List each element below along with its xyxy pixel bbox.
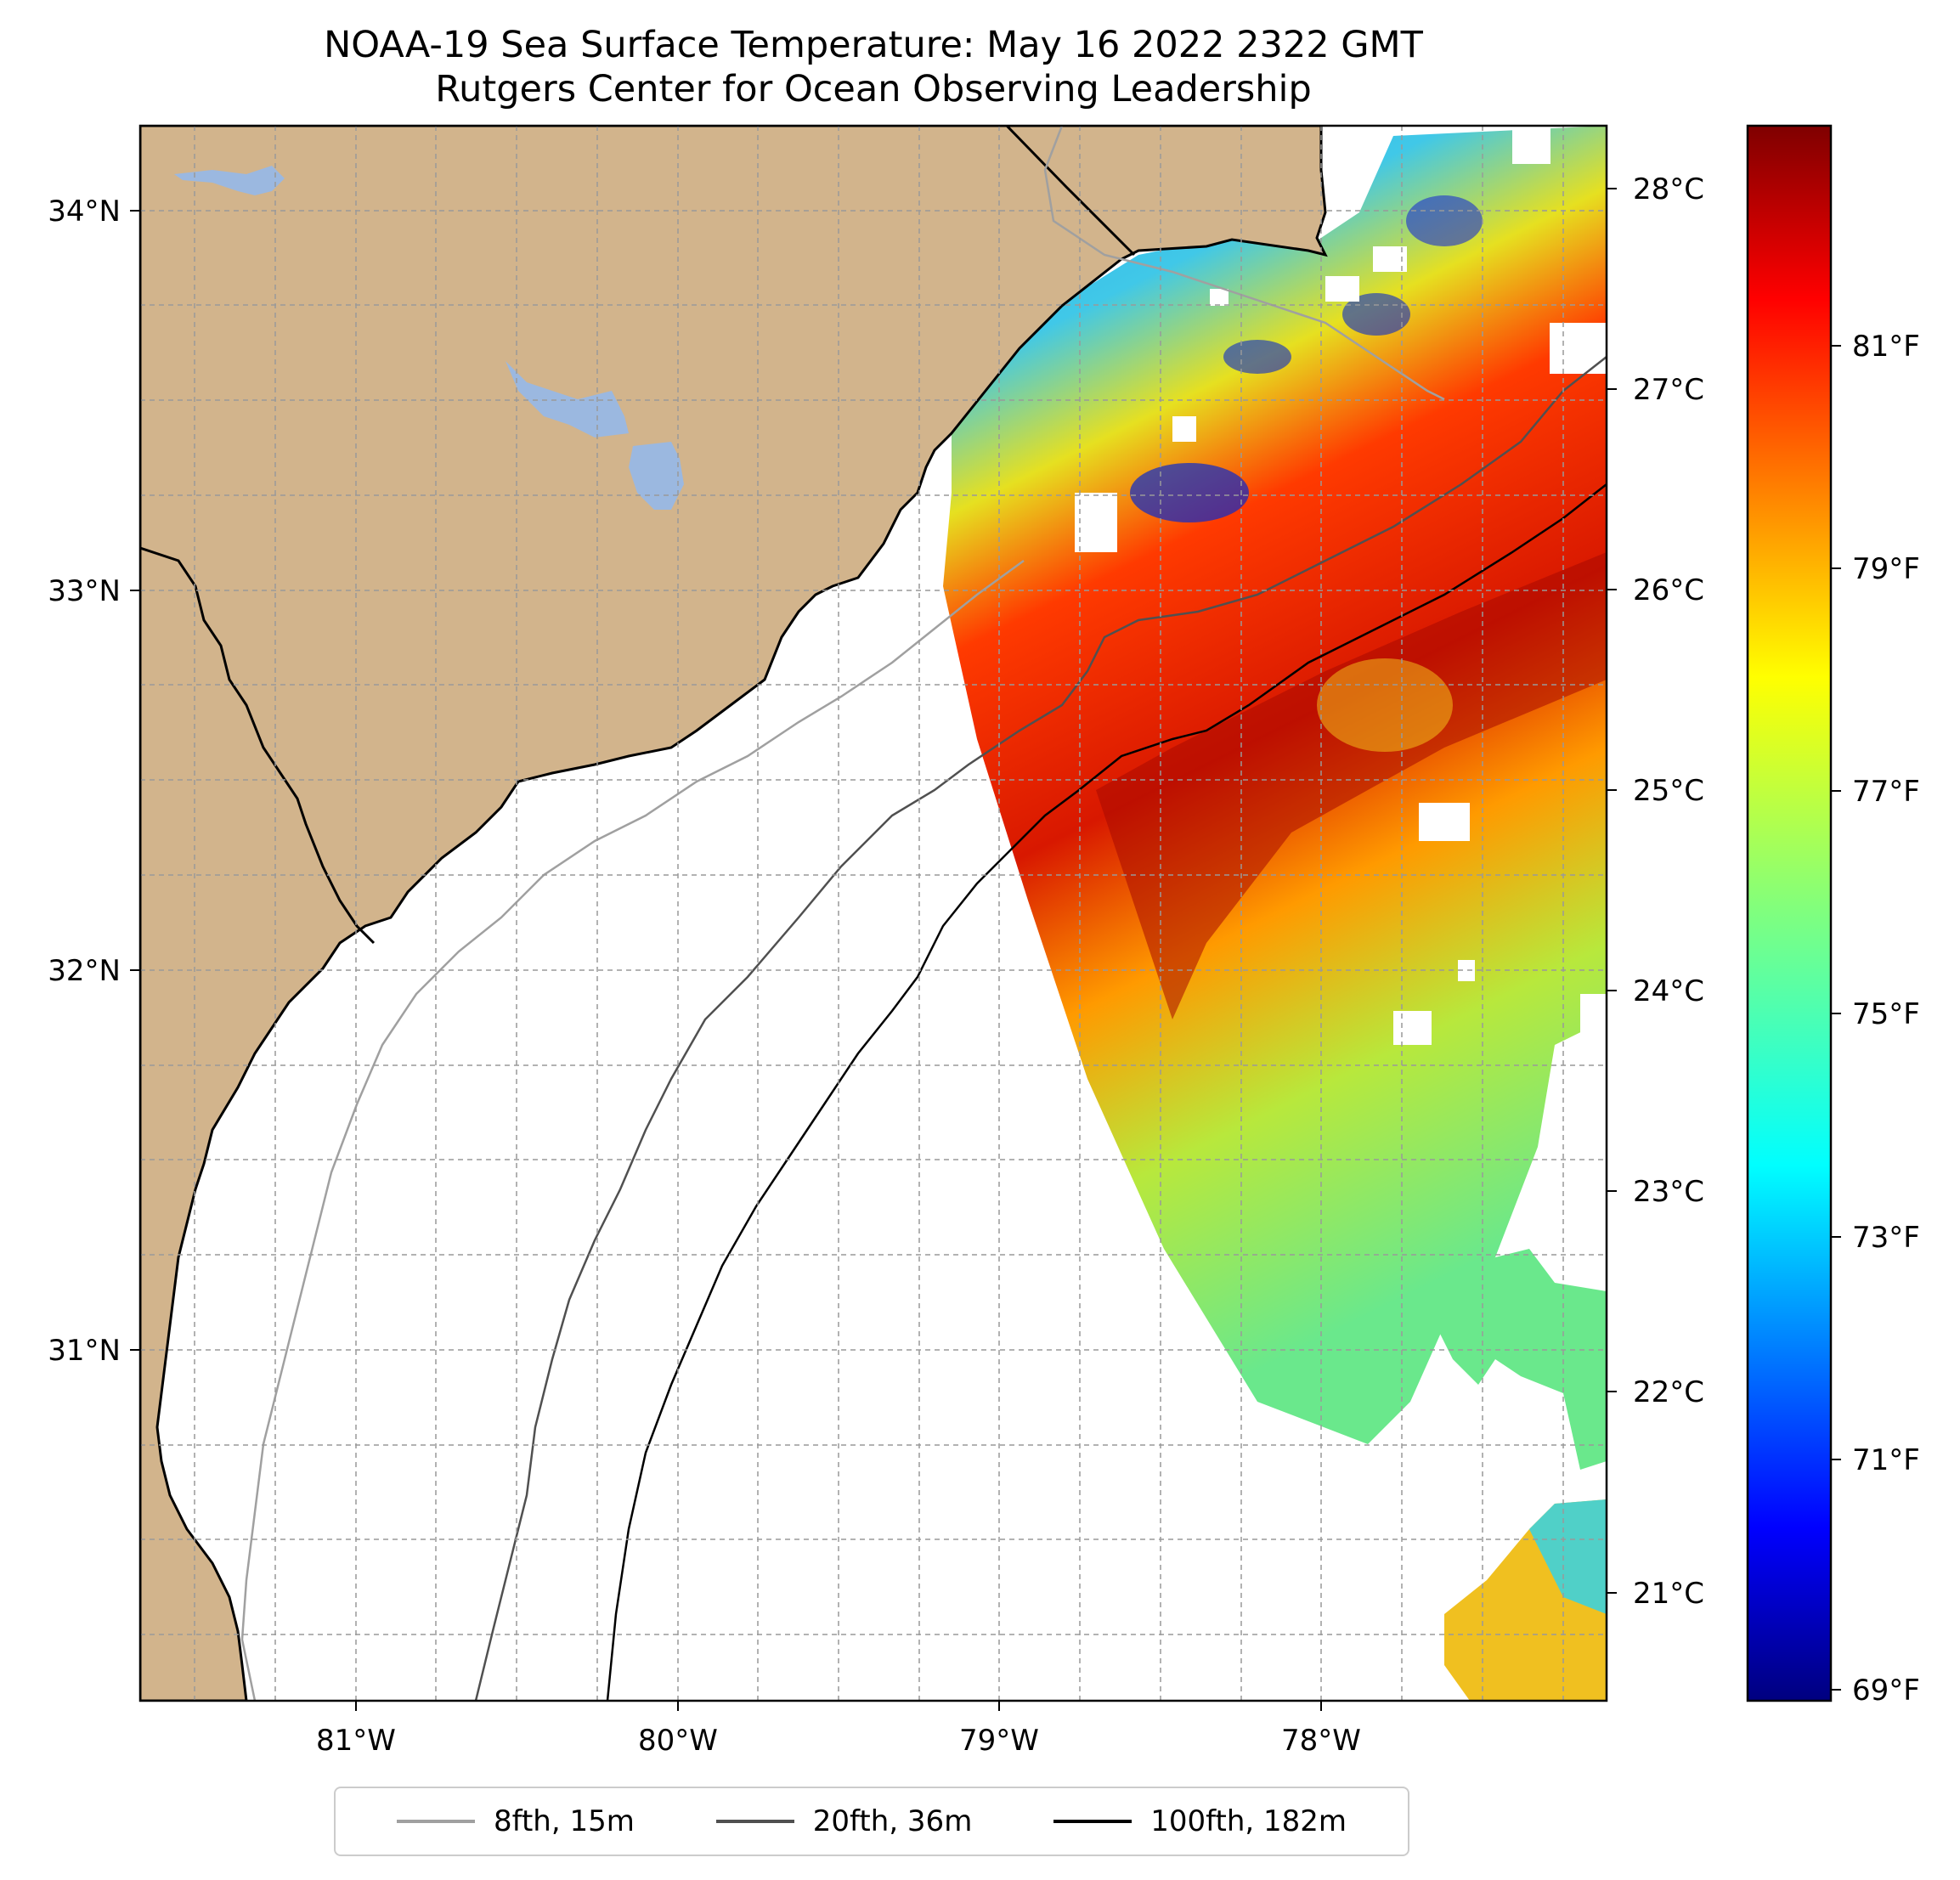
celsius-label: 27°C: [1633, 373, 1704, 407]
cloud-gap: [1172, 416, 1196, 442]
legend-item-20fth: 20fth, 36m: [715, 1804, 973, 1838]
cloud-gap: [1393, 1011, 1432, 1045]
colorbar-ticks: [1831, 345, 1841, 1691]
cloud-gap: [1325, 276, 1359, 302]
legend-label: 20fth, 36m: [812, 1804, 973, 1838]
contour-8fth: [1043, 126, 1445, 401]
cloud-gap: [1458, 960, 1475, 981]
fahrenheit-label: 75°F: [1852, 997, 1920, 1031]
fahrenheit-label: 79°F: [1852, 552, 1920, 586]
gridlines: [140, 126, 1607, 1701]
legend-label: 8fth, 15m: [493, 1804, 635, 1838]
celsius-label: 23°C: [1633, 1175, 1704, 1209]
cloud-gap: [1512, 126, 1550, 164]
cloud-gap: [1419, 803, 1470, 841]
legend-swatch: [715, 1820, 794, 1823]
warm-patch: [1317, 658, 1453, 752]
lake: [629, 442, 684, 510]
lake: [174, 166, 285, 195]
map-title-line2: Rutgers Center for Ocean Observing Leade…: [435, 68, 1312, 110]
state-border: [140, 546, 376, 945]
cold-patch: [1406, 195, 1483, 246]
contour-legend: 8fth, 15m 20fth, 36m 100fth, 182m: [334, 1787, 1409, 1856]
lon-label: 78°W: [1281, 1724, 1361, 1758]
axis-ticks: [130, 188, 1617, 1711]
contour-8fth: [240, 559, 1025, 1701]
map-frame: [138, 124, 1608, 1702]
legend-swatch: [1053, 1820, 1133, 1823]
fahrenheit-label: 71°F: [1852, 1443, 1920, 1477]
cloud-gap: [1210, 289, 1229, 306]
cloud-gap: [1550, 323, 1607, 374]
fahrenheit-label: 81°F: [1852, 330, 1920, 364]
celsius-label: 25°C: [1633, 774, 1704, 808]
fahrenheit-label: 77°F: [1852, 775, 1920, 809]
legend-item-8fth: 8fth, 15m: [396, 1804, 635, 1838]
map-title-line1: NOAA-19 Sea Surface Temperature: May 16 …: [324, 24, 1423, 66]
colorbar: [1746, 124, 1833, 1702]
cold-patch: [1130, 463, 1249, 522]
celsius-label: 21°C: [1633, 1577, 1704, 1611]
fahrenheit-label: 73°F: [1852, 1221, 1920, 1255]
cloud-gap: [1580, 994, 1607, 1045]
contour-20fth: [474, 356, 1607, 1701]
sst-fragment: [1529, 1499, 1607, 1614]
warm-core: [1096, 552, 1607, 1019]
celsius-label: 22°C: [1633, 1375, 1704, 1409]
celsius-label: 28°C: [1633, 172, 1704, 206]
lon-label: 81°W: [316, 1724, 396, 1758]
legend-swatch: [396, 1820, 475, 1823]
fahrenheit-label: 69°F: [1852, 1674, 1920, 1708]
legend-item-100fth: 100fth, 182m: [1053, 1804, 1347, 1838]
celsius-label: 24°C: [1633, 974, 1704, 1008]
cold-patch: [1342, 293, 1410, 336]
lat-label: 31°N: [48, 1334, 121, 1368]
lat-label: 34°N: [48, 195, 121, 229]
state-border: [1005, 126, 1136, 257]
legend-label: 100fth, 182m: [1150, 1804, 1347, 1838]
lat-label: 33°N: [48, 574, 121, 608]
cold-patch: [1223, 340, 1291, 374]
celsius-label: 26°C: [1633, 573, 1704, 607]
lon-label: 79°W: [959, 1724, 1039, 1758]
cloud-gap: [1075, 493, 1117, 552]
lon-label: 80°W: [638, 1724, 718, 1758]
lat-label: 32°N: [48, 954, 121, 988]
contour-100fth: [606, 483, 1607, 1701]
